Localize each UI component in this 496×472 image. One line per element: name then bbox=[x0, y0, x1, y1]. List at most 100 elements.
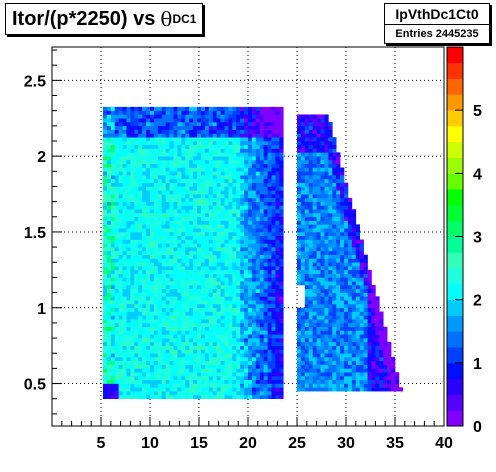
heatmap-cell bbox=[224, 148, 229, 153]
heatmap-cell bbox=[371, 368, 376, 373]
heatmap-cell bbox=[110, 315, 116, 320]
heatmap-cell bbox=[232, 125, 237, 130]
heatmap-cell bbox=[308, 194, 313, 199]
heatmap-cell bbox=[367, 357, 372, 362]
heatmap-cell bbox=[138, 303, 143, 309]
heatmap-cell bbox=[118, 383, 123, 388]
heatmap-cell bbox=[359, 262, 364, 267]
heatmap-cell bbox=[316, 349, 321, 354]
heatmap-cell bbox=[232, 391, 237, 396]
heatmap-cell bbox=[173, 197, 178, 202]
heatmap-cell bbox=[240, 262, 245, 267]
heatmap-cell bbox=[244, 262, 249, 267]
heatmap-cell bbox=[177, 315, 182, 320]
heatmap-cell bbox=[220, 387, 225, 392]
heatmap-cell bbox=[220, 159, 225, 165]
heatmap-cell bbox=[251, 391, 257, 396]
heatmap-cell bbox=[255, 307, 261, 312]
heatmap-cell bbox=[102, 228, 108, 233]
heatmap-cell bbox=[248, 262, 253, 267]
heatmap-cell bbox=[351, 262, 357, 267]
heatmap-cell bbox=[332, 231, 337, 237]
heatmap-cell bbox=[263, 106, 268, 111]
heatmap-cell bbox=[332, 152, 337, 157]
heatmap-cell bbox=[212, 250, 217, 255]
heatmap-cell bbox=[244, 178, 249, 183]
heatmap-cell bbox=[106, 341, 112, 346]
heatmap-cell bbox=[200, 148, 206, 153]
heatmap-cell bbox=[248, 258, 253, 263]
heatmap-cell bbox=[204, 186, 210, 191]
heatmap-cell bbox=[300, 140, 306, 146]
heatmap-cell bbox=[177, 338, 182, 343]
heatmap-cell bbox=[320, 190, 325, 195]
heatmap-cell bbox=[181, 357, 186, 362]
heatmap-cell bbox=[332, 213, 337, 218]
heatmap-cell bbox=[324, 129, 329, 134]
heatmap-cell bbox=[130, 178, 135, 183]
heatmap-cell bbox=[173, 133, 178, 138]
heatmap-cell bbox=[114, 341, 119, 346]
heatmap-cell bbox=[297, 209, 302, 214]
heatmap-cell bbox=[316, 330, 321, 335]
heatmap-cell bbox=[177, 114, 182, 119]
heatmap-cell bbox=[220, 322, 225, 328]
heatmap-cell bbox=[142, 171, 147, 176]
heatmap-cell bbox=[102, 175, 108, 180]
heatmap-cell bbox=[138, 349, 143, 354]
heatmap-cell bbox=[216, 148, 221, 153]
heatmap-cell bbox=[118, 190, 123, 195]
heatmap-cell bbox=[267, 360, 272, 365]
heatmap-cell bbox=[122, 250, 127, 255]
heatmap-cell bbox=[244, 303, 249, 309]
heatmap-cell bbox=[271, 372, 276, 377]
heatmap-cell bbox=[228, 137, 233, 142]
heatmap-cell bbox=[216, 194, 221, 199]
heatmap-cell bbox=[300, 114, 306, 119]
heatmap-cell bbox=[251, 383, 257, 388]
heatmap-cell bbox=[110, 330, 116, 335]
heatmap-cell bbox=[157, 163, 163, 168]
heatmap-cell bbox=[197, 277, 202, 282]
heatmap-cell bbox=[324, 209, 329, 214]
heatmap-cell bbox=[200, 353, 206, 358]
heatmap-cell bbox=[208, 269, 214, 274]
heatmap-cell bbox=[173, 125, 178, 130]
heatmap-cell bbox=[308, 140, 313, 146]
heatmap-cell bbox=[320, 269, 325, 274]
heatmap-cell bbox=[279, 235, 284, 240]
heatmap-cell bbox=[248, 118, 253, 123]
heatmap-cell bbox=[122, 144, 127, 149]
heatmap-cell bbox=[297, 262, 302, 267]
heatmap-cell bbox=[220, 148, 225, 153]
heatmap-cell bbox=[110, 140, 116, 146]
heatmap-cell bbox=[126, 186, 131, 191]
heatmap-cell bbox=[244, 247, 249, 252]
heatmap-cell bbox=[208, 258, 214, 263]
heatmap-cell bbox=[165, 216, 170, 221]
heatmap-cell bbox=[118, 243, 123, 248]
heatmap-cell bbox=[244, 300, 249, 305]
heatmap-cell bbox=[279, 224, 284, 229]
heatmap-cell bbox=[138, 307, 143, 312]
heatmap-cell bbox=[351, 387, 357, 392]
heatmap-cell bbox=[297, 266, 302, 271]
heatmap-cell bbox=[138, 201, 143, 206]
heatmap-cell bbox=[142, 254, 147, 259]
heatmap-cell bbox=[248, 391, 253, 396]
heatmap-cell bbox=[212, 194, 217, 199]
heatmap-cell bbox=[328, 231, 333, 237]
heatmap-cell bbox=[197, 315, 202, 320]
heatmap-cell bbox=[340, 292, 345, 297]
heatmap-cell bbox=[185, 303, 190, 309]
heatmap-cell bbox=[224, 114, 229, 119]
heatmap-cell bbox=[240, 285, 245, 290]
heatmap-cell bbox=[150, 235, 155, 240]
heatmap-cell bbox=[122, 379, 127, 384]
heatmap-cell bbox=[244, 394, 249, 400]
heatmap-cell bbox=[279, 243, 284, 248]
heatmap-cell bbox=[122, 360, 127, 365]
heatmap-cell bbox=[161, 285, 166, 290]
heatmap-cell bbox=[248, 266, 253, 271]
heatmap-cell bbox=[255, 269, 261, 274]
